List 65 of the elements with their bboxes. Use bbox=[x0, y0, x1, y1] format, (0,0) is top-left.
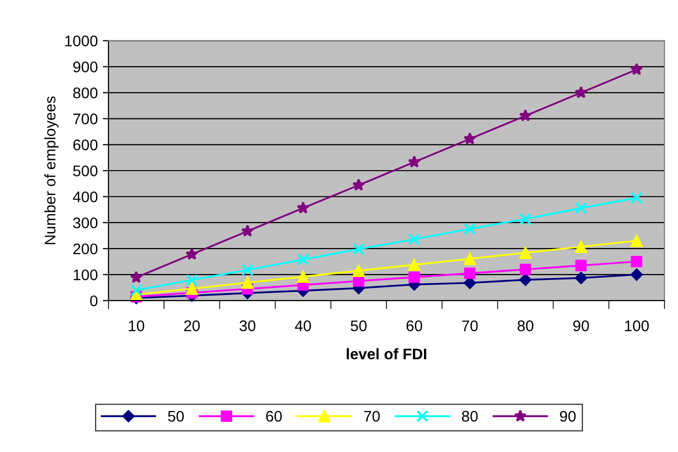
point bbox=[297, 253, 310, 266]
point bbox=[630, 268, 643, 281]
point bbox=[520, 264, 532, 276]
point bbox=[408, 258, 421, 271]
point bbox=[519, 109, 532, 122]
legend-label: 60 bbox=[266, 410, 282, 422]
y-tick-label: 800 bbox=[73, 88, 98, 98]
point bbox=[186, 282, 198, 295]
point bbox=[241, 276, 254, 289]
x-tick-label: 70 bbox=[462, 320, 478, 332]
x-tick-label: 60 bbox=[406, 320, 422, 332]
point bbox=[352, 264, 365, 277]
point bbox=[630, 62, 643, 76]
x-tick-label: 20 bbox=[184, 320, 200, 332]
point bbox=[408, 155, 421, 168]
x-tick-label: 90 bbox=[573, 320, 589, 332]
point bbox=[575, 260, 587, 272]
y-tick-label: 600 bbox=[73, 140, 98, 150]
point bbox=[464, 132, 476, 144]
point bbox=[186, 248, 198, 260]
y-tick-label: 200 bbox=[73, 243, 98, 254]
point bbox=[241, 224, 254, 237]
point bbox=[464, 222, 476, 235]
point bbox=[519, 246, 532, 260]
x-tick-label: 100 bbox=[625, 320, 649, 332]
point bbox=[574, 86, 588, 98]
legend-label: 50 bbox=[168, 410, 184, 422]
y-tick-label: 900 bbox=[73, 62, 98, 72]
point bbox=[575, 202, 588, 214]
point bbox=[464, 268, 476, 279]
y-tick-label: 1000 bbox=[65, 36, 98, 46]
y-tick-label: 700 bbox=[73, 114, 98, 124]
point bbox=[352, 243, 365, 256]
point bbox=[630, 234, 643, 248]
point bbox=[574, 272, 588, 284]
point bbox=[241, 264, 254, 276]
y-axis-title: Number of employees bbox=[44, 96, 59, 244]
legend-label: 70 bbox=[364, 410, 380, 422]
point bbox=[630, 192, 643, 204]
x-tick-label: 50 bbox=[350, 320, 367, 332]
point bbox=[296, 270, 310, 283]
point bbox=[630, 256, 642, 268]
x-tick-label: 30 bbox=[240, 320, 256, 332]
point bbox=[296, 201, 310, 214]
y-tick-label: 0 bbox=[90, 295, 98, 306]
y-tick-label: 400 bbox=[72, 191, 98, 202]
point bbox=[574, 240, 588, 254]
legend-label: 90 bbox=[560, 410, 576, 422]
y-tick-label: 100 bbox=[74, 269, 98, 280]
point bbox=[464, 252, 476, 265]
legend-label: 80 bbox=[462, 410, 478, 422]
x-tick-label: 40 bbox=[294, 320, 311, 332]
x-axis-title: level of FDI bbox=[346, 348, 426, 360]
point bbox=[130, 284, 142, 296]
x-tick-label: 80 bbox=[518, 320, 534, 332]
x-tick-label: 10 bbox=[128, 320, 144, 332]
point bbox=[519, 212, 532, 226]
point bbox=[519, 274, 532, 286]
point bbox=[130, 270, 143, 283]
y-tick-label: 500 bbox=[73, 166, 98, 176]
point bbox=[186, 274, 198, 286]
point bbox=[408, 233, 420, 246]
y-tick-label: 300 bbox=[73, 217, 98, 228]
point bbox=[352, 178, 365, 191]
point bbox=[408, 271, 420, 283]
